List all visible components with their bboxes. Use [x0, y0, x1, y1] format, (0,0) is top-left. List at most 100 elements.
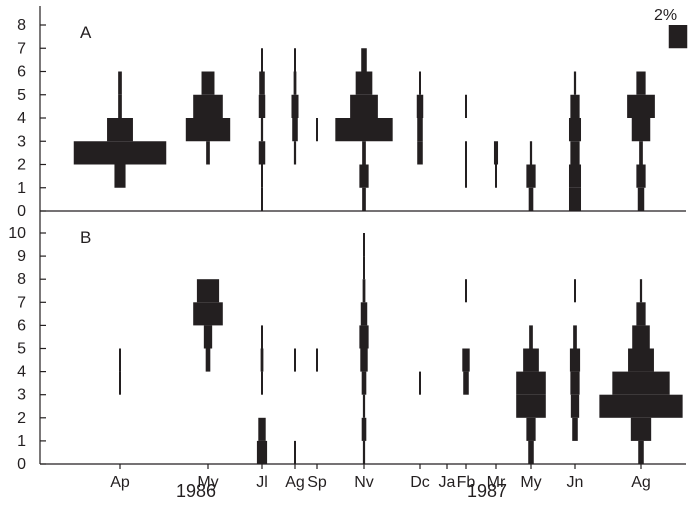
kite-bin [316, 348, 318, 372]
kite-bin [258, 94, 266, 118]
kite-bin [570, 141, 580, 165]
kite-bin [193, 94, 223, 118]
kite-bin [293, 71, 297, 95]
kite-bin [316, 118, 318, 142]
x-tick-label: My [520, 474, 541, 491]
panel-b-ytick-label: 6 [17, 317, 26, 334]
kite-bin [359, 164, 369, 188]
kite-bin [568, 118, 582, 142]
kite-bin [417, 141, 423, 165]
panel-b-ytick-label: 0 [17, 456, 26, 473]
kite-bin [119, 348, 121, 372]
kite-bin [568, 187, 582, 211]
kite-bin [419, 371, 421, 395]
kite-bin [570, 94, 580, 118]
panel-b-ytick-label: 5 [17, 341, 26, 358]
kite-bin [362, 440, 366, 464]
panel-a-ytick-label: 5 [17, 87, 26, 104]
kite-bin [355, 71, 373, 95]
kite-bin [361, 417, 367, 441]
kite-bin [628, 348, 654, 372]
kite-bin [294, 48, 296, 72]
kite-bin [260, 118, 264, 142]
kite-bin [528, 187, 534, 211]
panel-b: 0 1 2 3 4 5 6 7 8 9 10 B [8, 211, 683, 473]
kite-bin [205, 348, 211, 372]
kite-bin [526, 417, 536, 441]
kite-bin [203, 325, 213, 349]
kite-bin [570, 371, 580, 395]
kite-bin [493, 141, 499, 165]
x-tick-label: Fb [457, 474, 476, 491]
kite-bin [639, 279, 643, 303]
panel-a-ytick-label: 4 [17, 110, 26, 127]
kite-bin [636, 71, 646, 95]
kite-bin [363, 233, 365, 257]
kite-bin [118, 71, 122, 95]
kite-bin [261, 371, 263, 395]
kite-bin [362, 279, 366, 303]
x-tick-label: Dc [410, 474, 430, 491]
kite-bin [599, 394, 683, 418]
kite-bin [572, 417, 578, 441]
kite-bin [291, 94, 299, 118]
kite-bin [529, 325, 533, 349]
x-tick-label: Mr [487, 474, 506, 491]
kite-bin [569, 348, 581, 372]
kite-bin [359, 325, 369, 349]
kite-bin [612, 371, 670, 395]
kite-bin [259, 71, 265, 95]
panel-a-label: A [80, 23, 92, 42]
kite-bin [114, 164, 126, 188]
kite-bin [201, 71, 215, 95]
x-tick-label: Ag [631, 474, 651, 491]
kite-bin [529, 141, 533, 165]
kite-bin [260, 348, 264, 372]
kite-bin [119, 371, 121, 395]
kite-bin [107, 118, 133, 142]
x-tick-label: Ja [439, 474, 456, 491]
kite-bin [256, 440, 268, 464]
kite-bin [462, 348, 470, 372]
kite-bin [465, 164, 467, 188]
kite-bin [206, 141, 210, 165]
kite-bin [638, 440, 644, 464]
panel-a-ytick-label: 7 [17, 40, 26, 57]
kite-bin [627, 94, 655, 118]
kite-bin [362, 187, 366, 211]
kite-bin [636, 164, 646, 188]
kite-bin [185, 118, 231, 142]
kite-bin [361, 371, 367, 395]
kite-bin [632, 325, 650, 349]
panel-a-y-ticks: 0 1 2 3 4 5 6 7 8 [17, 17, 46, 220]
kite-bin [573, 71, 577, 95]
kite-bin [573, 325, 577, 349]
panel-a-ytick-label: 1 [17, 180, 26, 197]
kite-bin [118, 94, 122, 118]
x-tick-label: Ag [285, 474, 305, 491]
scale-bar [668, 25, 688, 49]
x-tick-label: Jl [256, 474, 268, 491]
panel-b-label: B [80, 228, 91, 247]
x-tick-label: My [197, 474, 218, 491]
panel-b-ytick-label: 10 [8, 225, 26, 242]
kite-bin [637, 187, 645, 211]
panel-a-kites [73, 48, 655, 211]
kite-bin [261, 187, 263, 211]
panel-a-ytick-label: 3 [17, 133, 26, 150]
kite-bin [574, 279, 576, 303]
kite-bin [292, 118, 298, 142]
kite-bin [526, 164, 536, 188]
kite-bin [294, 348, 296, 372]
kite-bin [516, 394, 546, 418]
kite-bin [350, 94, 378, 118]
kite-bin [362, 394, 366, 418]
scale-bar-label: 2% [654, 7, 677, 24]
kite-bin [417, 118, 423, 142]
kite-bin [73, 141, 167, 165]
kite-bin [193, 302, 223, 326]
x-tick-label: Sp [307, 474, 327, 491]
panel-b-ytick-label: 9 [17, 248, 26, 265]
kite-bin [570, 394, 580, 418]
kite-bin [465, 94, 467, 118]
